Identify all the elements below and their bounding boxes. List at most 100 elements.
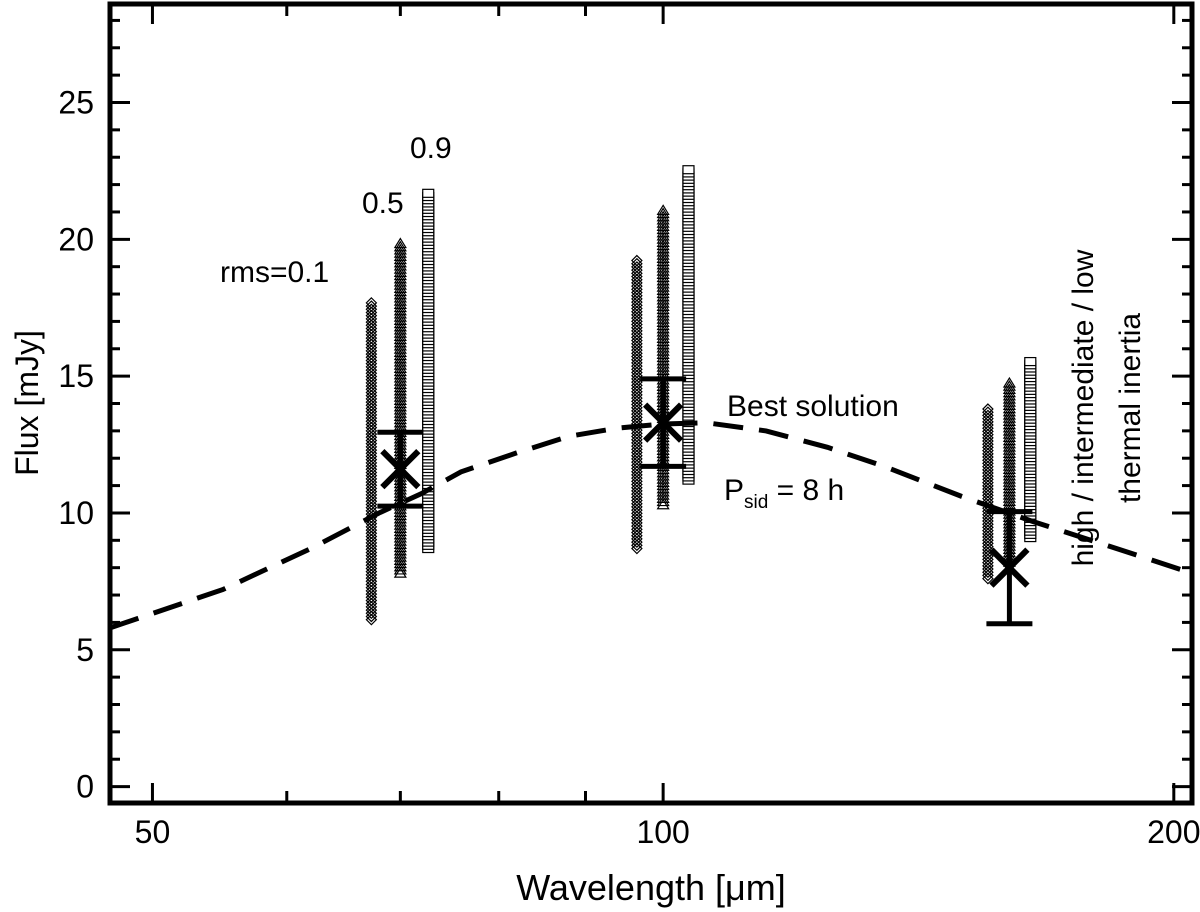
- marker-triangle: [1002, 453, 1016, 465]
- marker-diamond: [631, 277, 643, 289]
- marker-diamond: [365, 613, 378, 626]
- marker-diamond: [631, 318, 643, 331]
- marker-diamond: [982, 406, 994, 419]
- marker-triangle: [393, 307, 407, 319]
- model-curve-best-solution: [109, 420, 1193, 631]
- marker-triangle: [393, 560, 407, 572]
- marker-triangle: [393, 323, 407, 335]
- marker-diamond: [631, 286, 643, 299]
- marker-diamond: [365, 546, 378, 559]
- marker-triangle: [1002, 418, 1016, 430]
- marker-triangle: [393, 355, 407, 367]
- marker-triangle: [1002, 488, 1016, 500]
- marker-diamond: [631, 398, 643, 411]
- marker-diamond: [631, 337, 643, 350]
- marker-triangle: [656, 258, 670, 270]
- marker-diamond: [631, 347, 643, 360]
- marker-triangle: [393, 279, 407, 290]
- marker-triangle: [1002, 424, 1016, 436]
- marker-diamond: [982, 511, 994, 524]
- marker-diamond: [365, 329, 378, 341]
- marker-diamond: [982, 438, 994, 451]
- marker-triangle: [656, 316, 670, 327]
- marker-diamond: [631, 366, 643, 379]
- marker-diamond: [631, 501, 643, 513]
- x-tick-label: 200: [1147, 814, 1200, 850]
- marker-triangle: [1002, 434, 1016, 446]
- marker-triangle: [1002, 405, 1016, 417]
- marker-diamond: [365, 457, 378, 469]
- marker-diamond: [982, 444, 994, 457]
- marker-diamond: [982, 569, 994, 582]
- marker-triangle: [1002, 428, 1016, 439]
- marker-diamond: [631, 485, 643, 497]
- x-tick-label: 100: [636, 814, 689, 850]
- marker-diamond: [631, 517, 643, 529]
- marker-triangle: [1002, 437, 1016, 449]
- marker-triangle: [393, 528, 407, 540]
- marker-diamond: [365, 405, 378, 418]
- marker-triangle: [656, 322, 670, 334]
- marker-triangle: [656, 255, 670, 267]
- marker-diamond: [631, 264, 643, 276]
- marker-diamond: [365, 309, 378, 322]
- marker-triangle: [393, 288, 407, 300]
- marker-diamond: [631, 280, 643, 292]
- marker-triangle: [393, 368, 407, 380]
- marker-triangle: [393, 275, 407, 287]
- marker-triangle: [393, 563, 407, 575]
- marker-triangle: [1002, 431, 1016, 443]
- marker-triangle: [656, 488, 670, 500]
- measurement-cross: [989, 547, 1030, 588]
- marker-diamond: [365, 441, 378, 453]
- marker-triangle: [656, 252, 670, 263]
- marker-triangle: [393, 237, 407, 249]
- marker-diamond: [982, 447, 994, 460]
- marker-triangle: [656, 482, 670, 494]
- marker-triangle: [393, 541, 407, 553]
- marker-diamond: [631, 449, 643, 462]
- marker-triangle: [656, 280, 670, 292]
- marker-diamond: [982, 566, 994, 579]
- marker-triangle: [656, 335, 670, 347]
- marker-square: [682, 165, 695, 175]
- marker-diamond: [365, 409, 378, 421]
- marker-triangle: [656, 309, 670, 321]
- marker-diamond: [982, 409, 994, 422]
- marker-diamond: [365, 601, 378, 613]
- marker-triangle: [656, 472, 670, 484]
- marker-triangle: [393, 285, 407, 297]
- marker-square: [1024, 356, 1037, 367]
- marker-triangle: [656, 239, 670, 251]
- marker-triangle: [1002, 421, 1016, 433]
- marker-diamond: [631, 299, 643, 312]
- model-range-rms-01: [982, 403, 994, 585]
- axis-ticks: [110, 4, 1192, 803]
- marker-triangle: [393, 413, 407, 425]
- y-axis-label: Flux [mJy]: [9, 330, 45, 476]
- marker-triangle: [656, 498, 670, 510]
- marker-triangle: [393, 282, 407, 293]
- y-tick-label: 10: [58, 495, 94, 531]
- axis-tick-labels: 0 5 10 15 20 25 50 100 200: [58, 85, 1200, 850]
- marker-triangle: [656, 351, 670, 363]
- marker-triangle: [1002, 402, 1016, 414]
- marker-diamond: [982, 419, 994, 431]
- marker-triangle: [656, 284, 670, 295]
- marker-triangle: [393, 256, 407, 268]
- marker-diamond: [982, 479, 994, 492]
- marker-triangle: [393, 381, 407, 393]
- marker-triangle: [393, 333, 407, 345]
- marker-triangle: [1002, 498, 1016, 510]
- marker-triangle: [393, 384, 407, 396]
- marker-diamond: [631, 475, 643, 488]
- marker-diamond: [365, 575, 378, 588]
- marker-triangle: [393, 311, 407, 322]
- marker-diamond: [631, 440, 643, 452]
- marker-diamond: [631, 523, 643, 536]
- marker-diamond: [365, 393, 378, 405]
- marker-triangle: [393, 554, 407, 565]
- marker-triangle: [656, 479, 670, 491]
- marker-diamond: [365, 377, 378, 389]
- marker-triangle: [1002, 485, 1016, 497]
